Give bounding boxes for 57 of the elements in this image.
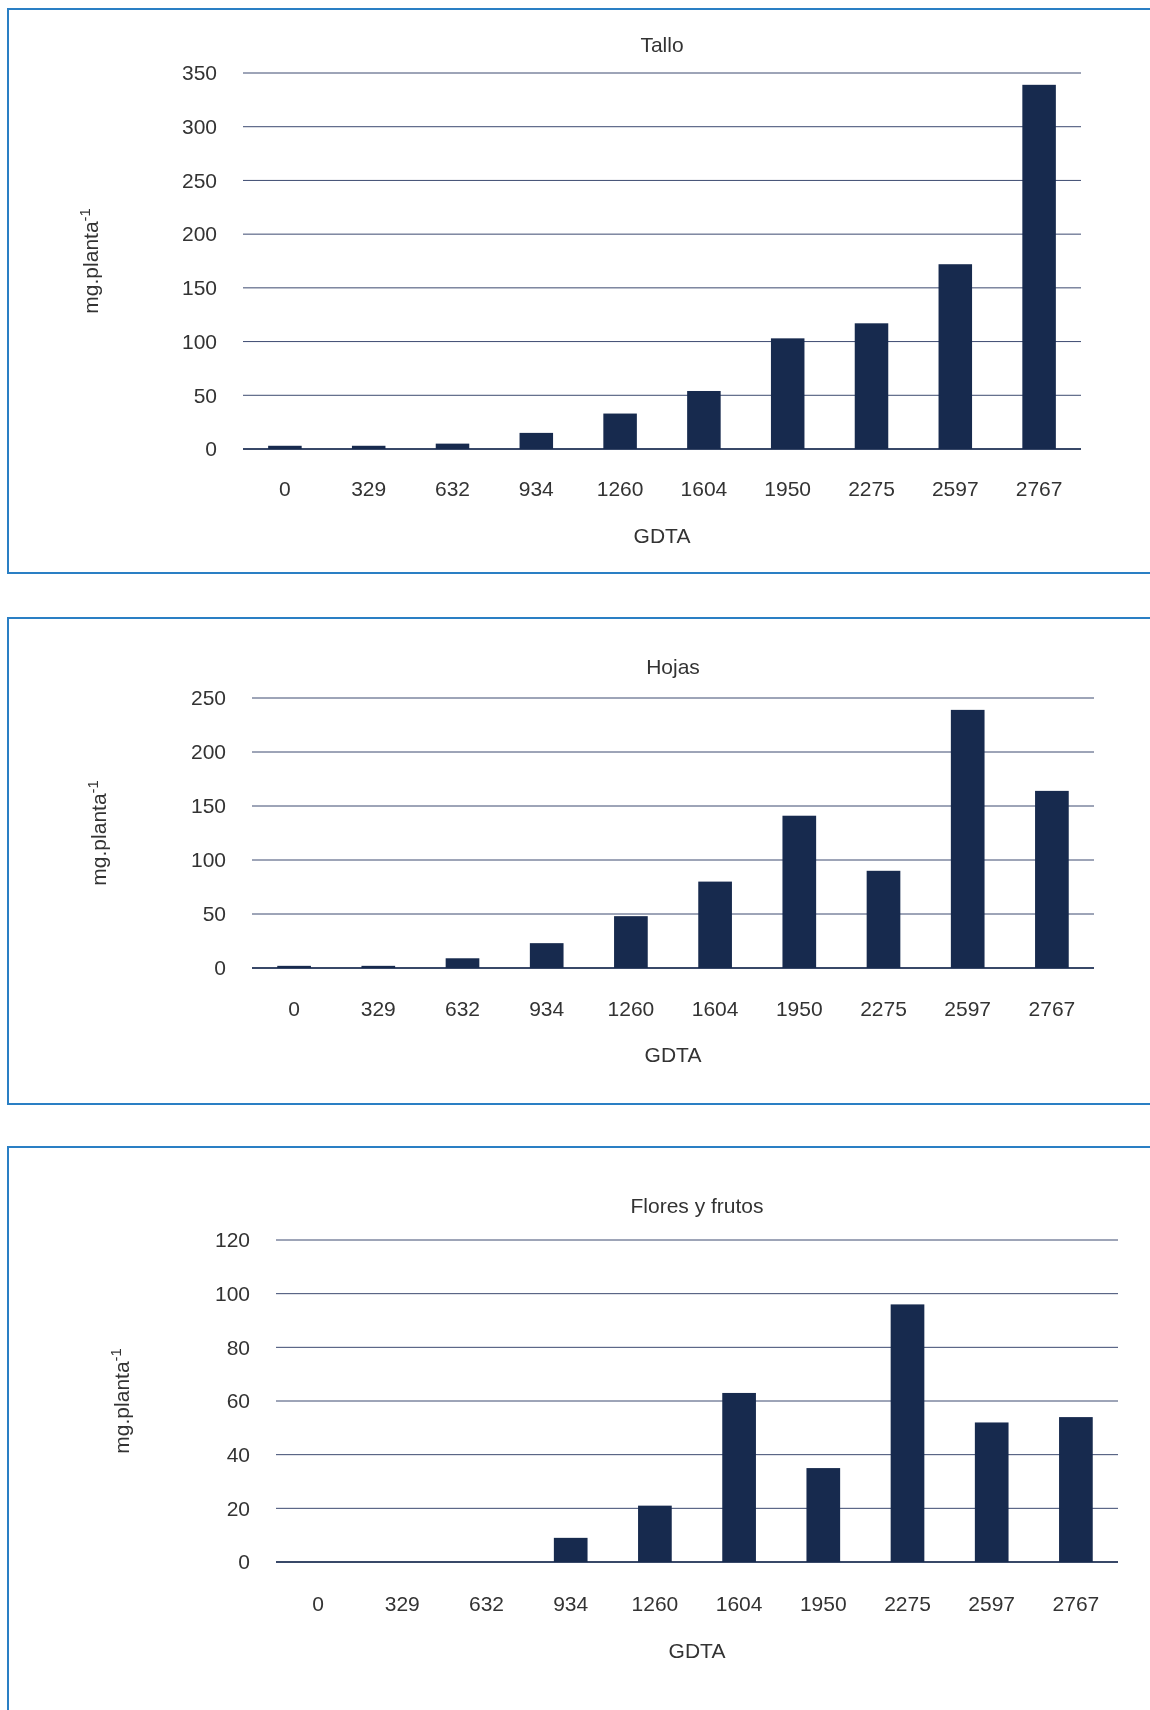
y-tick-label: 150 <box>181 276 217 300</box>
x-tick-label: 329 <box>351 477 387 500</box>
x-tick-label: 2597 <box>931 477 979 500</box>
y-tick-label: 120 <box>214 1228 250 1252</box>
y-tick-label: 40 <box>226 1443 250 1467</box>
y-tick-label: 0 <box>238 1550 250 1574</box>
y-tick-label: 100 <box>181 329 217 353</box>
y-tick-label: 100 <box>214 1282 250 1306</box>
x-tick-label: 1260 <box>607 997 655 1020</box>
x-tick-label: 1260 <box>631 1592 679 1615</box>
x-tick-label: 1950 <box>764 477 812 500</box>
chart-title: Tallo <box>640 33 684 56</box>
y-tick-label: 350 <box>181 61 217 85</box>
x-tick-label: 1604 <box>691 997 739 1020</box>
x-tick-label: 0 <box>279 477 291 500</box>
x-tick-label: 632 <box>444 997 481 1020</box>
x-tick-label: 2275 <box>848 477 895 500</box>
x-axis-title: GDTA <box>668 1639 726 1662</box>
x-axis-title: GDTA <box>644 1043 702 1066</box>
x-tick-label: 0 <box>288 997 300 1020</box>
y-tick-label: 80 <box>226 1335 250 1359</box>
y-tick-label: 50 <box>193 383 217 407</box>
x-tick-label: 632 <box>468 1592 505 1615</box>
x-tick-label: 934 <box>529 997 565 1020</box>
x-tick-label: 934 <box>553 1592 589 1615</box>
chart-title: Flores y frutos <box>630 1194 764 1217</box>
y-tick-label: 300 <box>181 115 217 139</box>
x-tick-label: 1950 <box>775 997 823 1020</box>
y-tick-label: 200 <box>190 740 226 764</box>
y-tick-label: 60 <box>226 1389 250 1413</box>
y-tick-label: 0 <box>205 437 217 461</box>
x-tick-label: 329 <box>360 997 396 1020</box>
x-tick-label: 329 <box>384 1592 420 1615</box>
y-tick-label: 100 <box>190 848 226 872</box>
chart-title: Hojas <box>646 655 700 678</box>
x-tick-label: 934 <box>518 477 555 500</box>
x-tick-label: 2767 <box>1028 997 1076 1020</box>
x-tick-label: 2275 <box>860 997 907 1020</box>
x-axis-title: GDTA <box>633 524 691 547</box>
y-tick-label: 0 <box>214 956 226 980</box>
x-tick-label: 632 <box>434 477 471 500</box>
x-tick-label: 2767 <box>1052 1592 1100 1615</box>
x-tick-label: 2597 <box>968 1592 1016 1615</box>
y-tick-label: 20 <box>226 1496 250 1520</box>
x-tick-label: 0 <box>312 1592 324 1615</box>
y-tick-label: 200 <box>181 222 217 246</box>
x-tick-label: 1604 <box>680 477 728 500</box>
y-tick-label: 250 <box>181 168 217 192</box>
x-tick-label: 1260 <box>596 477 644 500</box>
y-tick-label: 50 <box>202 902 226 926</box>
x-tick-label: 1950 <box>799 1592 847 1615</box>
x-tick-label: 2275 <box>884 1592 931 1615</box>
x-tick-label: 1604 <box>715 1592 763 1615</box>
x-tick-label: 2597 <box>944 997 992 1020</box>
y-tick-label: 250 <box>190 686 226 710</box>
y-tick-label: 150 <box>190 794 226 818</box>
x-tick-label: 2767 <box>1015 477 1063 500</box>
